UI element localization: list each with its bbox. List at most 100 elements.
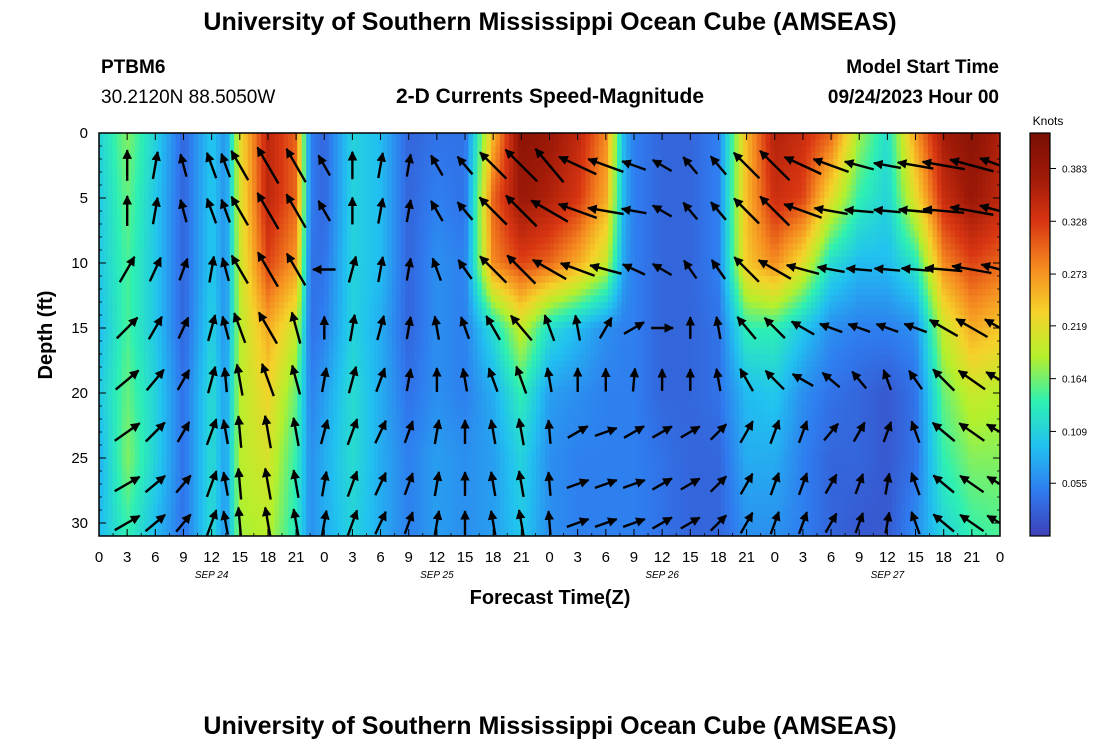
heatmap-cell <box>342 490 348 498</box>
heatmap-cell <box>423 497 429 505</box>
heatmap-cell <box>108 198 114 206</box>
heatmap-cell <box>427 471 433 479</box>
heatmap-cell <box>112 269 118 277</box>
heatmap-cell <box>342 211 348 219</box>
heatmap-cell <box>265 198 271 206</box>
heatmap-cell <box>306 152 312 160</box>
heatmap-cell <box>306 146 312 154</box>
heatmap-cell <box>355 191 361 199</box>
heatmap-cell <box>400 471 406 479</box>
heatmap-cell <box>436 523 442 531</box>
heatmap-cell <box>328 451 334 459</box>
heatmap-cell <box>373 334 379 342</box>
heatmap-cell <box>274 386 280 394</box>
heatmap-cell <box>414 471 420 479</box>
heatmap-cell <box>315 328 321 336</box>
heatmap-cell <box>306 269 312 277</box>
heatmap-cell <box>135 191 141 199</box>
heatmap-cell <box>436 406 442 414</box>
heatmap-cell <box>346 367 352 375</box>
heatmap-cell <box>270 282 276 290</box>
heatmap-cell <box>175 529 181 536</box>
heatmap-cell <box>292 497 298 505</box>
heatmap-cell <box>351 497 357 505</box>
heatmap-cell <box>436 237 442 245</box>
heatmap-cell <box>166 523 172 531</box>
heatmap-cell <box>400 211 406 219</box>
heatmap-cell <box>112 341 118 349</box>
heatmap-cell <box>117 185 123 193</box>
heatmap-cell <box>180 211 186 219</box>
heatmap-cell <box>229 354 235 362</box>
heatmap-cell <box>211 289 217 297</box>
heatmap-cell <box>355 263 361 271</box>
heatmap-cell <box>256 172 262 180</box>
heatmap-cell <box>171 172 177 180</box>
heatmap-cell <box>139 510 145 518</box>
heatmap-cell <box>184 503 190 511</box>
heatmap-cell <box>135 230 141 238</box>
heatmap-cell <box>342 419 348 427</box>
heatmap-cell <box>202 393 208 401</box>
heatmap-cell <box>225 152 231 160</box>
heatmap-cell <box>229 308 235 316</box>
heatmap-cell <box>121 308 127 316</box>
heatmap-cell <box>423 380 429 388</box>
heatmap-cell <box>234 334 240 342</box>
heatmap-cell <box>103 334 109 342</box>
heatmap-cell <box>414 295 420 303</box>
heatmap-cell <box>297 451 303 459</box>
heatmap-cell <box>103 477 109 485</box>
heatmap-cell <box>441 477 447 485</box>
heatmap-cell <box>288 380 294 388</box>
heatmap-cell <box>432 185 438 193</box>
heatmap-cell <box>121 204 127 212</box>
heatmap-cell <box>247 328 253 336</box>
heatmap-cell <box>166 302 172 310</box>
heatmap-cell <box>108 146 114 154</box>
heatmap-cell <box>229 484 235 492</box>
heatmap-cell <box>324 484 330 492</box>
heatmap-cell <box>360 399 366 407</box>
heatmap-cell <box>238 302 244 310</box>
heatmap-cell <box>400 250 406 258</box>
heatmap-cell <box>130 341 136 349</box>
heatmap-cell <box>261 302 267 310</box>
heatmap-cell <box>162 464 168 472</box>
heatmap-cell <box>135 386 141 394</box>
heatmap-cell <box>405 178 411 186</box>
heatmap-cell <box>103 497 109 505</box>
heatmap-cell <box>270 263 276 271</box>
heatmap-cell <box>261 276 267 284</box>
heatmap-cell <box>166 133 172 141</box>
heatmap-cell <box>180 458 186 466</box>
heatmap-cell <box>117 497 123 505</box>
heatmap-cell <box>157 347 163 355</box>
heatmap-cell <box>135 295 141 303</box>
heatmap-cell <box>445 172 451 180</box>
heatmap-cell <box>387 471 393 479</box>
heatmap-cell <box>256 393 262 401</box>
heatmap-cell <box>256 425 262 433</box>
heatmap-cell <box>207 217 213 225</box>
heatmap-cell <box>157 464 163 472</box>
heatmap-cell <box>189 276 195 284</box>
heatmap-cell <box>103 237 109 245</box>
heatmap-cell <box>270 354 276 362</box>
heatmap-cell <box>319 256 325 264</box>
heatmap-cell <box>288 386 294 394</box>
heatmap-cell <box>166 178 172 186</box>
heatmap-cell <box>166 185 172 193</box>
heatmap-cell <box>103 263 109 271</box>
heatmap-cell <box>454 510 460 518</box>
heatmap-cell <box>355 152 361 160</box>
heatmap-cell <box>369 224 375 232</box>
heatmap-cell <box>333 399 339 407</box>
heatmap-cell <box>175 133 181 141</box>
heatmap-cell <box>319 347 325 355</box>
heatmap-cell <box>153 269 159 277</box>
heatmap-cell <box>355 269 361 277</box>
heatmap-cell <box>297 282 303 290</box>
heatmap-cell <box>445 523 451 531</box>
heatmap-cell <box>247 282 253 290</box>
